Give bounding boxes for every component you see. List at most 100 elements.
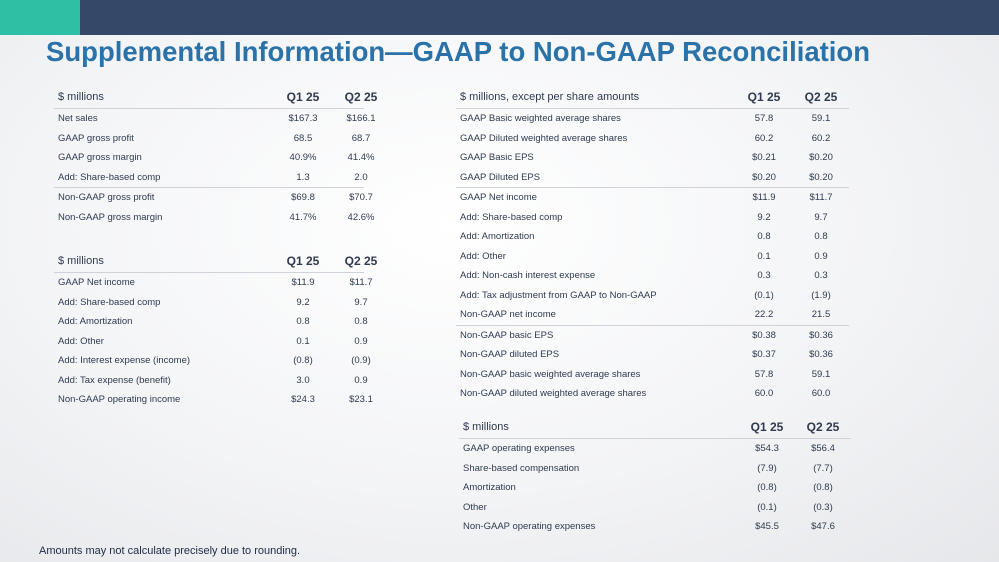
row-label: Add: Interest expense (income) xyxy=(58,355,191,366)
table-row: Net sales $167.3 $166.1 xyxy=(54,109,376,129)
row-label: Non-GAAP gross margin xyxy=(58,211,163,223)
header-q1: Q1 25 xyxy=(286,254,320,268)
table-row: Add: Interest expense (income) (0.8) (0.9) xyxy=(54,351,371,371)
row-label: Non-GAAP gross profit xyxy=(58,192,155,203)
q1-value: $69.8 xyxy=(291,192,315,203)
q2-value: 21.5 xyxy=(811,309,831,320)
q1-value: 0.3 xyxy=(757,270,771,281)
table-row: Non-GAAP basic weighted average shares 57… xyxy=(456,365,849,385)
row-label: Add: Other xyxy=(460,250,506,262)
q2-value: $166.1 xyxy=(346,113,376,124)
q1-value: 57.8 xyxy=(754,113,774,124)
table-row: Amortization (0.8) (0.8) xyxy=(459,478,851,498)
q2-value: 0.8 xyxy=(814,231,828,242)
header-q1: Q1 25 xyxy=(286,90,320,104)
row-label: Add: Tax expense (benefit) xyxy=(58,374,171,386)
row-label: Net sales xyxy=(58,113,98,124)
row-label: Add: Amortization xyxy=(58,316,133,327)
rounding-footnote: Amounts may not calculate precisely due … xyxy=(39,545,301,557)
table-row: Share-based compensation (7.9) (7.7) xyxy=(459,459,851,479)
q1-value: 40.9% xyxy=(289,152,317,163)
row-label: Non-GAAP operating expenses xyxy=(463,521,596,532)
q2-value: 0.3 xyxy=(814,270,828,281)
q1-value: $24.3 xyxy=(291,394,315,405)
header-q2: Q2 25 xyxy=(344,254,378,268)
row-label: Add: Amortization xyxy=(460,231,535,242)
q2-value: 59.1 xyxy=(811,368,831,380)
header-label: $ millions xyxy=(58,91,104,103)
table-row: Non-GAAP diluted weighted average shares… xyxy=(456,384,849,404)
table-header: $ millions Q1 25 Q2 25 xyxy=(54,88,377,109)
row-label: Amortization xyxy=(463,482,516,493)
top-banner xyxy=(0,0,999,35)
operating-expenses-table: $ millions Q1 25 Q2 25 GAAP operating ex… xyxy=(459,418,851,537)
q1-value: (0.1) xyxy=(757,501,777,513)
q1-value: $0.37 xyxy=(752,349,776,360)
row-label: Non-GAAP basic EPS xyxy=(460,329,554,341)
q2-value: 0.9 xyxy=(354,374,368,386)
q2-value: $11.7 xyxy=(809,192,833,203)
row-label: Add: Share-based comp xyxy=(58,296,161,308)
q1-value: (7.9) xyxy=(757,462,777,474)
q1-value: (0.8) xyxy=(293,355,313,366)
table-row: GAAP Net income $11.9 $11.7 xyxy=(54,273,373,293)
table-header: $ millions Q1 25 Q2 25 xyxy=(54,252,377,273)
q1-value: 0.1 xyxy=(296,335,310,347)
eps-reconciliation-table: $ millions, except per share amounts Q1 … xyxy=(456,88,849,404)
q1-value: $0.20 xyxy=(752,171,776,183)
q1-value: $54.3 xyxy=(755,443,779,454)
row-label: Non-GAAP diluted weighted average shares xyxy=(460,388,647,399)
row-label: GAAP Basic weighted average shares xyxy=(460,113,621,124)
table-row: Add: Other 0.1 0.9 xyxy=(456,247,849,267)
row-label: GAAP operating expenses xyxy=(463,443,575,454)
q2-value: (7.7) xyxy=(813,462,833,474)
q2-value: 9.7 xyxy=(814,211,828,223)
q2-value: $23.1 xyxy=(349,394,373,405)
table-row: Non-GAAP net income 22.2 21.5 xyxy=(456,305,849,325)
table-row: Add: Share-based comp 9.2 9.7 xyxy=(456,208,849,228)
q2-value: $47.6 xyxy=(811,521,835,532)
q2-value: 0.9 xyxy=(354,335,368,347)
row-label: Non-GAAP basic weighted average shares xyxy=(460,368,641,380)
accent-block xyxy=(0,0,80,35)
q1-value: 68.5 xyxy=(293,132,313,144)
gross-margin-table: $ millions Q1 25 Q2 25 Net sales $167.3 $1… xyxy=(54,88,377,228)
q1-value: 0.1 xyxy=(757,250,771,262)
row-label: GAAP Diluted weighted average shares xyxy=(460,132,628,144)
q2-value: (1.9) xyxy=(811,289,831,301)
q2-value: (0.9) xyxy=(351,355,371,366)
q1-value: 1.3 xyxy=(296,171,310,183)
q2-value: $0.20 xyxy=(809,152,833,163)
row-label: Add: Share-based comp xyxy=(58,171,161,183)
row-label: GAAP Basic EPS xyxy=(460,152,534,163)
q1-value: 57.8 xyxy=(754,368,774,380)
header-label: $ millions xyxy=(463,421,509,433)
q2-value: 9.7 xyxy=(354,296,368,308)
q2-value: 68.7 xyxy=(351,132,371,144)
q1-value: 9.2 xyxy=(757,211,771,223)
q2-value: (0.3) xyxy=(813,501,833,513)
q1-value: $167.3 xyxy=(288,113,318,124)
table-row: Non-GAAP operating expenses $45.5 $47.6 xyxy=(459,517,851,537)
q2-value: $0.20 xyxy=(809,171,833,183)
q1-value: 9.2 xyxy=(296,296,310,308)
q2-value: 0.9 xyxy=(814,250,828,262)
q2-value: $56.4 xyxy=(811,443,835,454)
table-row: GAAP Diluted weighted average shares 60.2… xyxy=(456,129,849,149)
table-row: Add: Tax adjustment from GAAP to Non-GAA… xyxy=(456,286,849,306)
header-q1: Q1 25 xyxy=(747,90,781,104)
q2-value: 0.8 xyxy=(354,316,368,327)
table-row: Add: Amortization 0.8 0.8 xyxy=(54,312,368,332)
table-row: Add: Amortization 0.8 0.8 xyxy=(456,227,849,247)
q1-value: $11.9 xyxy=(752,192,776,203)
header-q2: Q2 25 xyxy=(344,90,378,104)
table-row: Non-GAAP operating income $24.3 $23.1 xyxy=(54,390,373,410)
table-row: Add: Other 0.1 0.9 xyxy=(54,332,368,352)
table-row: Add: Tax expense (benefit) 3.0 0.9 xyxy=(54,371,368,391)
header-label: $ millions xyxy=(58,255,104,267)
q2-value: $11.7 xyxy=(349,277,373,288)
page-title: Supplemental Information—GAAP to Non-GAA… xyxy=(46,36,871,67)
q1-value: 22.2 xyxy=(754,309,774,320)
table-row: Non-GAAP gross margin 41.7% 42.6% xyxy=(54,208,374,228)
row-label: Add: Tax adjustment from GAAP to Non-GAA… xyxy=(460,289,657,301)
